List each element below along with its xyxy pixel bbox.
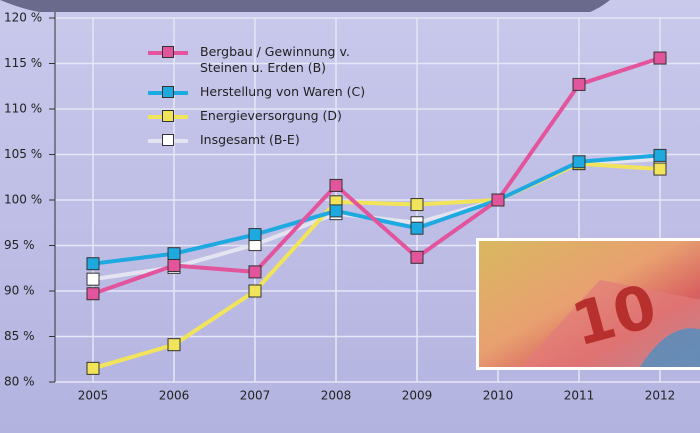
marker — [329, 204, 343, 218]
marker — [248, 265, 262, 279]
photo: 10 — [476, 238, 700, 370]
y-tick-label: 110 % — [4, 102, 42, 116]
y-tick-label: 100 % — [4, 193, 42, 207]
legend-marker — [162, 86, 174, 98]
plot — [86, 51, 667, 375]
marker — [653, 162, 667, 176]
marker — [86, 272, 100, 286]
legend-item: Insgesamt (B-E) — [148, 132, 380, 148]
marker — [86, 361, 100, 375]
marker — [329, 178, 343, 192]
marker — [491, 193, 505, 207]
legend-item: Energieversorgung (D) — [148, 108, 380, 124]
marker — [572, 155, 586, 169]
marker — [86, 257, 100, 271]
y-tick-label: 90 % — [4, 284, 35, 298]
x-tick-label: 2006 — [159, 389, 190, 403]
x-tick-label: 2009 — [402, 389, 433, 403]
y-tick-label: 95 % — [4, 238, 35, 252]
legend-label: Energieversorgung (D) — [200, 108, 342, 123]
y-tick-label: 80 % — [4, 375, 35, 389]
legend-marker — [162, 46, 174, 58]
marker — [167, 338, 181, 352]
y-tick-label: 120 % — [4, 11, 42, 25]
legend-label: Insgesamt (B-E) — [200, 132, 300, 147]
y-tick-label: 105 % — [4, 147, 42, 161]
marker — [410, 250, 424, 264]
marker — [248, 228, 262, 242]
top-band — [0, 0, 610, 12]
marker — [653, 51, 667, 65]
legend-item: Herstellung von Waren (C) — [148, 84, 380, 100]
legend-label: Bergbau / Gewinnung v. Steinen u. Erden … — [200, 44, 350, 75]
x-tick-label: 2005 — [78, 389, 109, 403]
marker — [167, 259, 181, 273]
marker — [653, 148, 667, 162]
legend-label: Herstellung von Waren (C) — [200, 84, 366, 99]
y-tick-label: 85 % — [4, 329, 35, 343]
x-tick-label: 2012 — [645, 389, 676, 403]
x-tick-label: 2007 — [240, 389, 271, 403]
x-tick-label: 2011 — [564, 389, 595, 403]
x-tick-label: 2008 — [321, 389, 352, 403]
legend: Bergbau / Gewinnung v. Steinen u. Erden … — [148, 44, 388, 156]
marker — [86, 287, 100, 301]
legend-marker — [162, 110, 174, 122]
marker — [410, 221, 424, 235]
y-tick-label: 115 % — [4, 56, 42, 70]
legend-item: Bergbau / Gewinnung v. Steinen u. Erden … — [148, 44, 380, 76]
marker — [572, 77, 586, 91]
marker — [248, 284, 262, 298]
marker — [410, 198, 424, 212]
marker — [167, 247, 181, 261]
legend-marker — [162, 134, 174, 146]
x-tick-label: 2010 — [483, 389, 514, 403]
series-line — [92, 56, 661, 296]
